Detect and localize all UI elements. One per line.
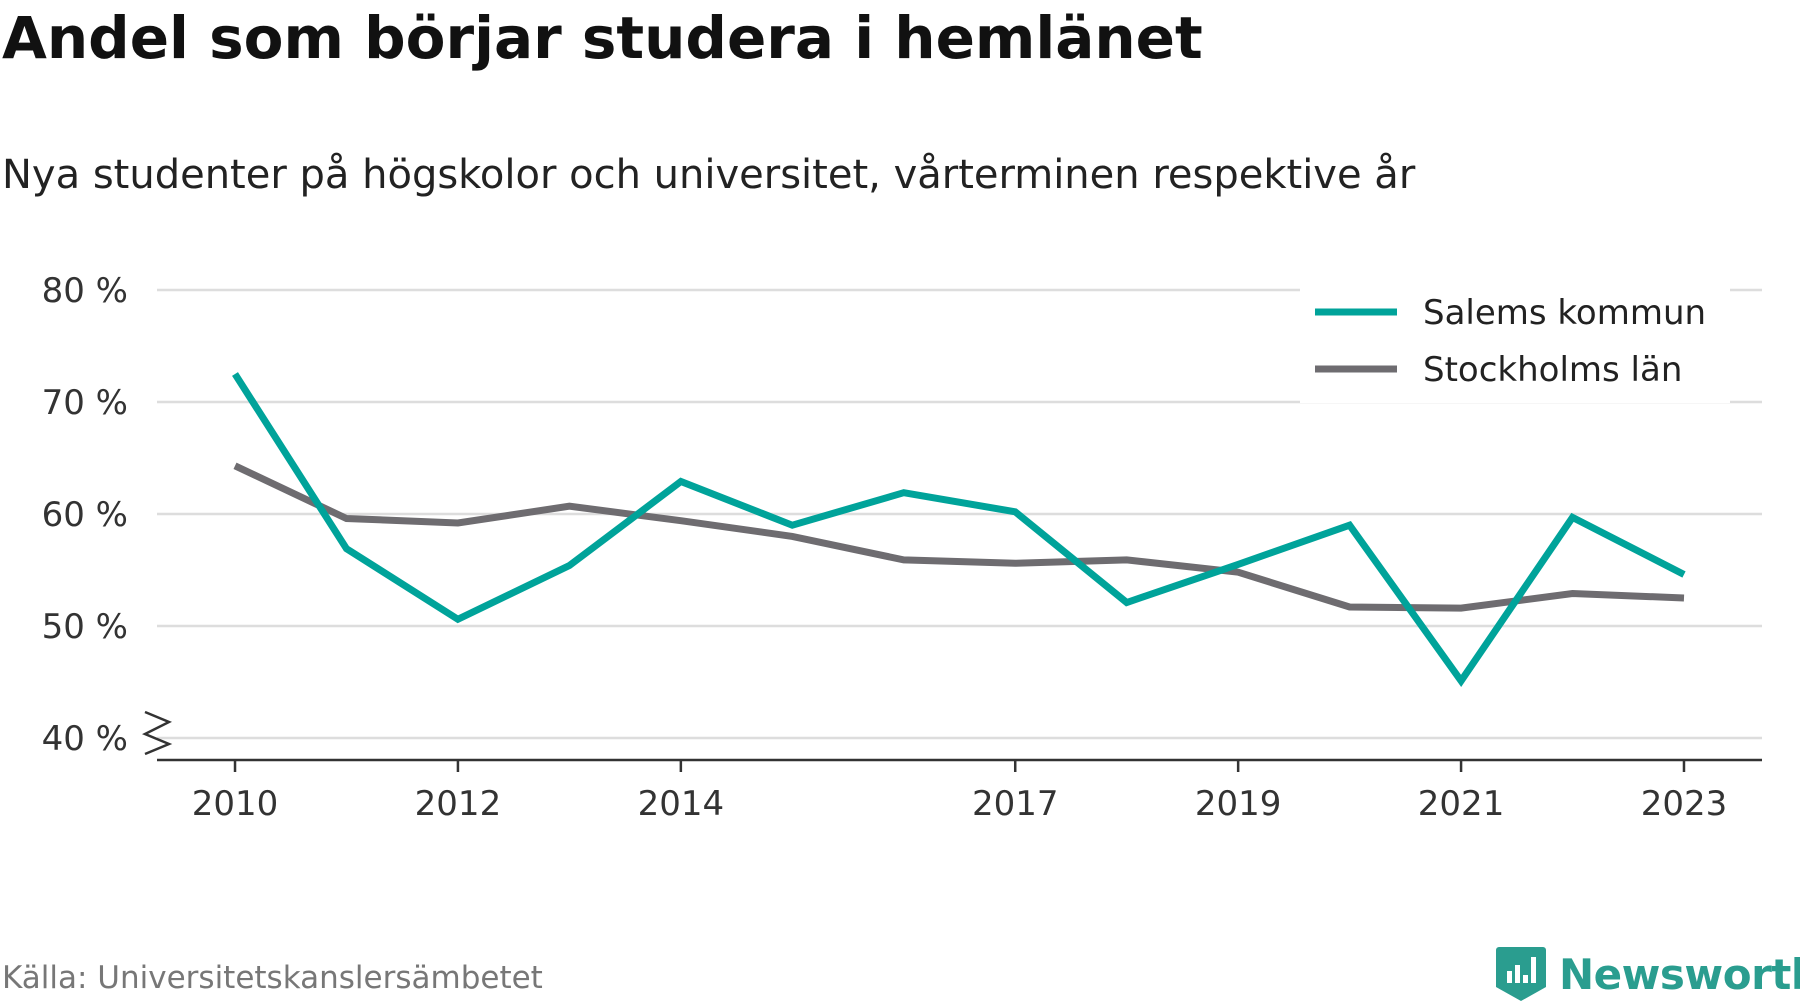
legend-label: Stockholms län — [1423, 350, 1682, 390]
x-tick-label: 2014 — [638, 784, 725, 824]
x-tick-label: 2023 — [1641, 784, 1728, 824]
brand-logo: Newsworthy — [1495, 945, 1800, 1003]
series-lines — [232, 372, 1686, 688]
x-tick-label: 2019 — [1195, 784, 1282, 824]
x-tick-label: 2012 — [415, 784, 502, 824]
y-tick-label: 50 % — [42, 607, 128, 647]
y-tick-label: 70 % — [42, 383, 128, 423]
newsworthy-logo-icon — [1496, 947, 1546, 1001]
x-tick-label: 2021 — [1418, 784, 1505, 824]
chart-title: Andel som börjar studera i hemlänet — [2, 4, 1203, 72]
series-line — [232, 372, 1686, 688]
x-tick-label: 2017 — [972, 784, 1059, 824]
x-axis-labels: 2010 2012 2014 2017 2019 2021 2023 — [192, 784, 1727, 824]
x-axis — [141, 710, 1762, 772]
series-line — [233, 462, 1685, 612]
legend: Salems kommun Stockholms län — [1300, 288, 1730, 403]
legend-label: Salems kommun — [1423, 293, 1706, 333]
brand-name: Newsworthy — [1559, 949, 1800, 999]
y-tick-label: 80 % — [42, 271, 128, 311]
chart-subtitle: Nya studenter på högskolor och universit… — [2, 152, 1416, 198]
source-note: Källa: Universitetskanslersämbetet — [2, 960, 543, 996]
x-tick-label: 2010 — [192, 784, 279, 824]
y-tick-label: 40 % — [42, 719, 128, 759]
legend-box — [1300, 288, 1730, 403]
y-axis-labels: 40 % 50 % 60 % 70 % 80 % — [42, 271, 128, 759]
axis-break-icon — [141, 710, 173, 756]
y-tick-label: 60 % — [42, 495, 128, 535]
